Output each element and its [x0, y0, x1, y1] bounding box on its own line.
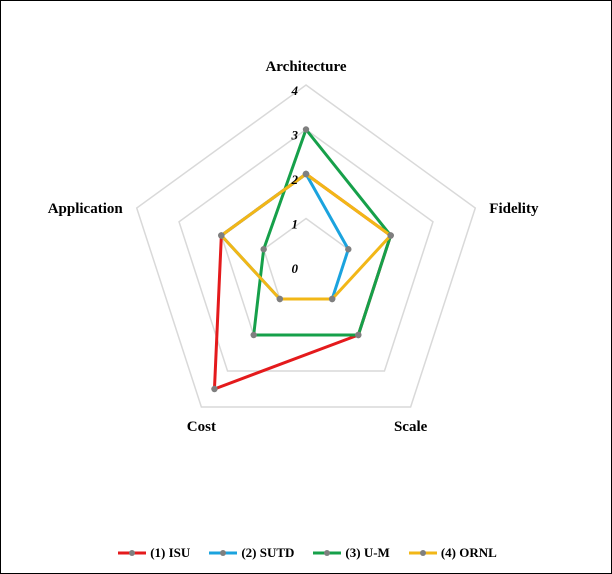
legend-item-4: (4) ORNL — [408, 545, 497, 561]
axis-label-application: Application — [48, 201, 124, 217]
tick-label-4: 4 — [291, 83, 299, 98]
legend-swatch-2 — [209, 550, 238, 556]
radar-labels: 0 1 2 3 4 Architecture Fidelity Scale Cost Applic… — [48, 59, 539, 435]
legend-label-2: (2) SUTD — [241, 545, 295, 560]
legend-item-2: (2) SUTD — [208, 545, 294, 561]
grid-ring-3 — [178, 128, 434, 372]
series-line-3 — [252, 128, 393, 337]
legend-label-3: (3) U-M — [345, 545, 390, 560]
radar-chart: 0 1 2 3 4 Architecture Fidelity Scale Cost Applic… — [48, 59, 539, 435]
legend-swatch-4 — [408, 550, 437, 556]
tick-label-1: 1 — [292, 217, 299, 232]
data-point-4-5 — [218, 232, 225, 239]
data-point-4-3 — [328, 295, 336, 303]
data-point-4-1 — [302, 170, 310, 178]
tick-label-2: 2 — [291, 172, 299, 187]
data-point-3-1 — [302, 126, 310, 133]
data-point-4-4 — [276, 295, 284, 303]
axis-label-fidelity: Fidelity — [489, 201, 539, 217]
data-point-3-5 — [260, 246, 267, 253]
grid-ring-4 — [135, 84, 477, 408]
radar-series — [211, 126, 394, 393]
data-point-1-4 — [211, 385, 218, 393]
axis-label-cost: Cost — [187, 419, 216, 435]
data-point-2-2 — [345, 246, 352, 253]
legend: (1) ISU (2) SUTD (3) U-M (4) ORNL — [1, 545, 612, 561]
axis-label-scale: Scale — [394, 419, 428, 435]
series-line-4 — [219, 172, 393, 301]
legend-label-4: (4) ORNL — [440, 545, 497, 560]
legend-item-1: (1) ISU — [117, 545, 190, 561]
legend-item-3: (3) U-M — [312, 545, 390, 561]
tick-label-3: 3 — [291, 128, 299, 143]
tick-label-0: 0 — [292, 261, 299, 276]
legend-swatch-1 — [118, 550, 147, 556]
axis-label-architecture: Architecture — [265, 59, 346, 75]
legend-label-1: (1) ISU — [150, 545, 191, 560]
data-point-3-3 — [355, 331, 362, 339]
series-line-1 — [212, 172, 393, 391]
data-point-3-4 — [250, 331, 257, 339]
legend-swatch-3 — [313, 550, 342, 556]
data-point-4-2 — [387, 232, 394, 239]
